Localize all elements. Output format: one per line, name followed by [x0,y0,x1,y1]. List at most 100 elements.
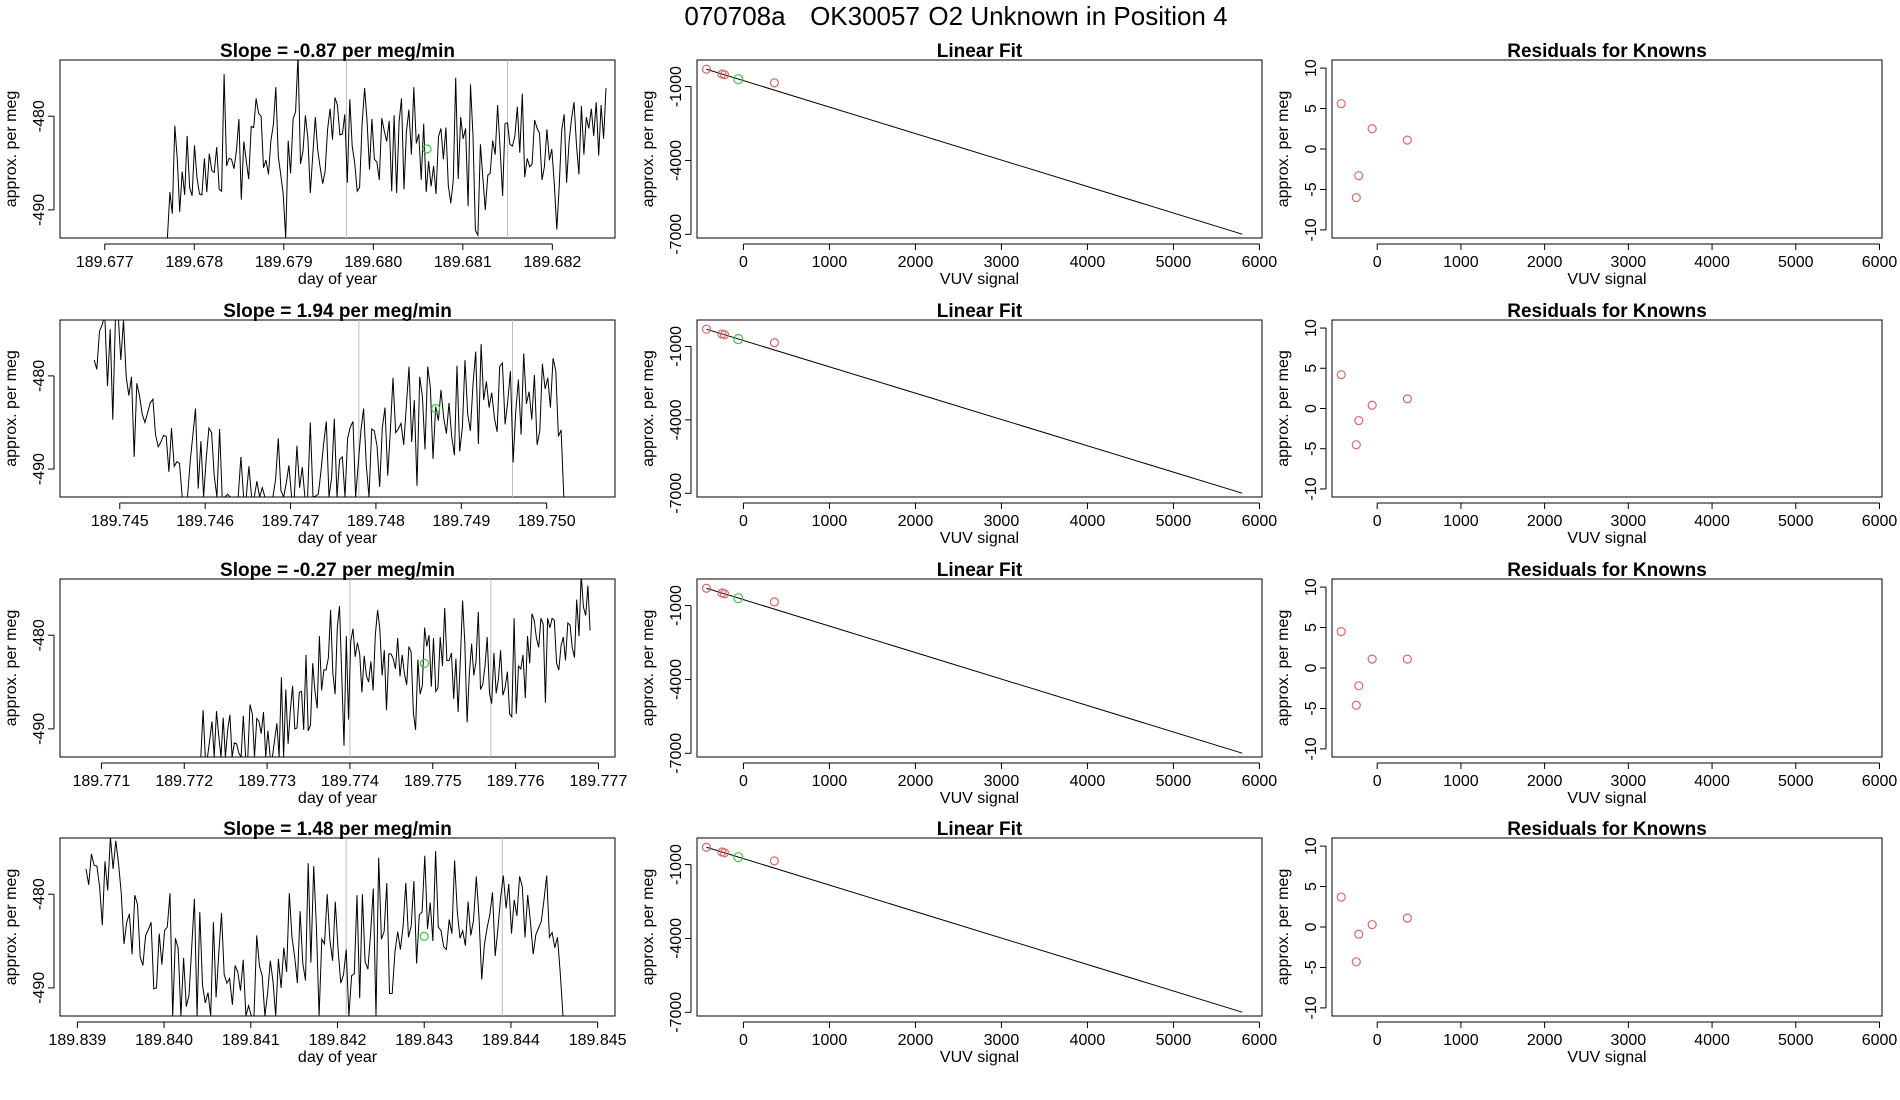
y-tick-label: -480 [31,360,48,392]
residual-point [1367,400,1377,410]
x-tick-label: 6000 [1242,513,1278,530]
x-tick-label: 189.771 [72,773,130,790]
y-axis-label: approx. per meg [3,869,20,986]
x-tick-label: 5000 [1778,773,1814,790]
x-tick-label: 6000 [1862,513,1898,530]
chart-panel-8: Linear Fit 0 1000 2000 3000 4000 5000 6000 VUV s… [640,560,1277,807]
panel-title: Slope = -0.27 per meg/min [220,560,455,581]
residual-point [1351,192,1361,203]
chart-panel-9: Residuals for Knowns 0 1000 2000 3000 4000 500… [1275,560,1897,807]
x-tick-label: 1000 [812,773,848,790]
y-axis-label: approx. per meg [1275,610,1292,727]
signal-trace [166,60,607,238]
x-tick-label: 2000 [898,773,934,790]
residual-point [1351,957,1361,967]
plot-area [93,320,565,497]
chart-panel-12: Residuals for Knowns 0 1000 2000 3000 4000 500… [1275,819,1897,1066]
x-tick-label: 6000 [1862,773,1898,790]
x-tick-label: 189.843 [395,1032,453,1049]
x-axis-label: VUV signal [940,271,1019,288]
x-tick-label: 189.839 [48,1032,106,1049]
y-tick-label: -4000 [668,140,685,181]
x-tick-label: 6000 [1242,773,1278,790]
x-axis-label: day of year [298,790,378,807]
chart-panel-2: Linear Fit 0 1000 2000 3000 4000 5000 6000 VUV s… [640,41,1277,288]
plot-area [166,60,607,238]
x-tick-label: 189.775 [404,773,462,790]
x-tick-label: 2000 [898,254,934,271]
residual-point [1367,919,1377,930]
x-axis-label: VUV signal [1567,271,1646,288]
y-tick-label: 5 [1303,882,1320,891]
x-tick-label: 5000 [1156,254,1192,271]
y-tick-label: -10 [1303,996,1320,1019]
x-axis-label: VUV signal [940,1049,1019,1066]
residual-point [1354,171,1364,181]
x-tick-label: 1000 [1443,513,1479,530]
chart-panel-6: Residuals for Knowns 0 1000 2000 3000 4000 500… [1275,301,1897,547]
x-tick-label: 189.750 [518,513,576,530]
y-tick-label: -1000 [668,585,685,626]
x-tick-label: 4000 [1694,773,1730,790]
page-header: 070708a OK30057 O2 Unknown in Position 4 [684,1,1227,31]
x-tick-label: 1000 [812,254,848,271]
plot-frame [59,578,616,758]
known-point [719,848,730,858]
y-tick-label: 5 [1303,104,1320,113]
x-tick-label: 0 [739,513,748,530]
x-tick-label: 2000 [1527,1032,1563,1049]
x-tick-label: 5000 [1778,1032,1814,1049]
x-tick-label: 189.682 [523,254,581,271]
x-tick-label: 6000 [1862,254,1898,271]
panel-title: Slope = -0.87 per meg/min [220,41,455,62]
plot-frame [696,319,1263,498]
x-axis-label: VUV signal [940,530,1019,547]
y-axis-label: approx. per meg [3,610,20,727]
plot-area [1336,626,1412,710]
x-tick-label: 189.773 [238,773,296,790]
residual-point [1336,626,1346,637]
residual-point [1351,700,1361,710]
known-point [769,338,779,348]
plot-area [701,64,1243,235]
x-tick-label: 4000 [1694,513,1730,530]
y-axis-label: approx. per meg [1275,869,1292,986]
x-tick-label: 4000 [1070,513,1106,530]
panel-title: Slope = 1.48 per meg/min [223,819,452,840]
plot-area [701,842,1243,1013]
plot-area [1336,370,1412,450]
x-tick-label: 0 [739,773,748,790]
y-tick-label: -5 [1303,960,1320,974]
known-point [719,330,730,340]
y-axis-label: approx. per meg [3,350,20,467]
x-tick-label: 0 [1373,254,1382,271]
y-tick-label: -1000 [668,66,685,107]
unknown-point [431,403,441,414]
y-tick-label: 0 [1303,404,1320,413]
page-title-tank-id: OK30057 [810,1,920,31]
x-tick-label: 2000 [1527,513,1563,530]
residual-point [1367,654,1377,664]
x-tick-label: 189.841 [222,1032,280,1049]
unknown-point [733,333,744,345]
x-tick-label: 0 [1373,513,1382,530]
y-axis-label: approx. per meg [1275,91,1292,208]
plot-frame [59,59,616,239]
plot-frame [1331,59,1883,239]
plot-area [701,324,1243,494]
y-tick-label: -4000 [668,399,685,440]
unknown-point [733,593,744,604]
panel-title: Residuals for Knowns [1507,41,1707,62]
y-tick-label: -10 [1303,737,1320,760]
x-tick-label: 2000 [898,1032,934,1049]
x-tick-label: 5000 [1156,1032,1192,1049]
x-tick-label: 1000 [1443,773,1479,790]
x-tick-label: 1000 [1443,1032,1479,1049]
known-point [719,589,730,599]
x-tick-label: 1000 [1443,254,1479,271]
x-axis-label: VUV signal [940,790,1019,807]
panel-title: Linear Fit [937,41,1023,62]
x-tick-label: 189.749 [432,513,490,530]
x-tick-label: 189.677 [76,254,134,271]
